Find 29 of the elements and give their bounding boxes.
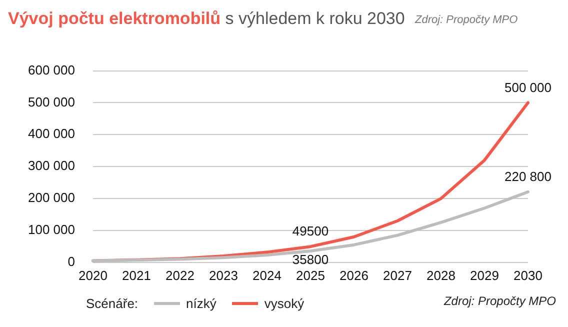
y-tick-label: 100 000 <box>28 222 75 238</box>
x-tick-label: 2027 <box>383 268 412 283</box>
x-tick-label: 2020 <box>78 268 108 283</box>
data-label: 49500 <box>292 224 329 239</box>
chart-title: Vývoj počtu elektromobilů <box>8 9 221 28</box>
x-tick-label: 2025 <box>296 268 325 283</box>
legend-title: Scénáře: <box>86 296 138 311</box>
y-tick-label: 500 000 <box>28 94 75 110</box>
x-tick-label: 2021 <box>122 268 151 283</box>
x-tick-label: 2022 <box>166 268 194 283</box>
x-tick-label: 2030 <box>514 268 542 283</box>
text: Zdroj: Propočty MPO <box>415 14 518 26</box>
chart-subtitle: s výhledem k roku 2030 <box>225 9 405 28</box>
x-tick-label: 2026 <box>340 268 368 283</box>
y-tick-label: 300 000 <box>28 158 75 174</box>
data-label: 500 000 <box>504 80 552 95</box>
x-tick-label: 2024 <box>252 268 282 283</box>
y-tick-label: 400 000 <box>28 126 75 142</box>
y-tick-label: 200 000 <box>28 190 75 206</box>
data-label: 35800 <box>292 252 329 268</box>
legend-label: vysoký <box>264 296 304 311</box>
text: Zdroj: Propočty MPO <box>444 294 556 308</box>
x-tick-label: 2028 <box>426 268 456 283</box>
y-tick-label: 0 <box>68 254 75 269</box>
x-tick-label: 2029 <box>470 268 499 283</box>
x-tick-label: 2023 <box>209 268 238 283</box>
y-tick-label: 600 000 <box>28 62 75 78</box>
legend-label: nízký <box>186 296 216 311</box>
data-label: 220 800 <box>504 168 552 184</box>
